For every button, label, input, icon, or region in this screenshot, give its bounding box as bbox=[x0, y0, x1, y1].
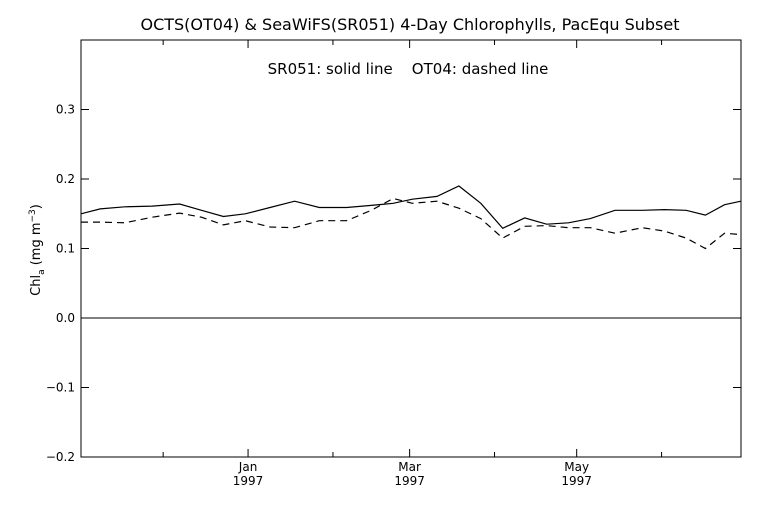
ylabel-main: Chl bbox=[29, 275, 44, 296]
series-line-ot04 bbox=[81, 197, 742, 250]
x-tick-year-label: 1997 bbox=[233, 474, 264, 488]
y-tick-label: 0.2 bbox=[56, 172, 75, 186]
y-tick-label: −0.2 bbox=[46, 450, 75, 464]
y-tick-label: 0.3 bbox=[56, 103, 75, 117]
x-tick-month-label: Mar bbox=[398, 460, 421, 474]
y-tick-label: −0.1 bbox=[46, 381, 75, 395]
y-tick-label: 0.1 bbox=[56, 242, 75, 256]
x-tick-year-label: 1997 bbox=[394, 474, 425, 488]
y-tick-label: 0.0 bbox=[56, 311, 75, 325]
legend-text: SR051: solid line OT04: dashed line bbox=[268, 60, 549, 78]
ylabel-subscript: a bbox=[37, 269, 47, 275]
y-axis-ticks: −0.2 −0.1 0.0 0.1 0.2 0.3 bbox=[46, 103, 741, 464]
chart-title: OCTS(OT04) & SeaWiFS(SR051) 4-Day Chloro… bbox=[140, 15, 679, 34]
ylabel-units-close: ) bbox=[29, 204, 44, 209]
ylabel-units-sup: −3 bbox=[28, 209, 38, 222]
ylabel-units-open: (mg m bbox=[29, 222, 44, 269]
plot-frame bbox=[80, 39, 742, 458]
x-tick-month-label: Jan bbox=[238, 460, 258, 474]
x-tick-year-label: 1997 bbox=[561, 474, 592, 488]
series-line-sr051 bbox=[80, 185, 742, 230]
y-axis-label: Chla (mg m−3) bbox=[28, 204, 47, 296]
x-tick-month-label: May bbox=[564, 460, 589, 474]
series-group bbox=[80, 185, 742, 250]
